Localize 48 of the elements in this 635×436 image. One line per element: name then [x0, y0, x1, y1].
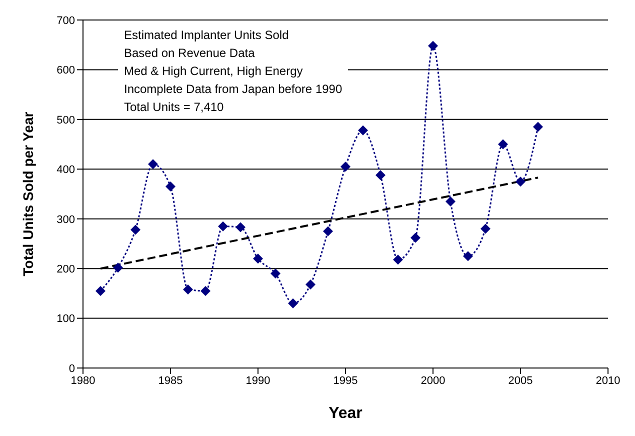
x-tick-label: 1995: [333, 374, 358, 387]
y-tick-label: 0: [68, 362, 75, 375]
y-axis-title: Total Units Sold per Year: [20, 111, 36, 276]
point: [428, 40, 438, 51]
point: [410, 232, 420, 243]
point: [148, 159, 158, 170]
y-tick-label: 600: [56, 64, 75, 77]
point: [183, 284, 193, 294]
x-tick-label: 1990: [246, 374, 270, 387]
x-tick-label: 2010: [596, 374, 620, 387]
point: [253, 254, 263, 264]
point: [130, 224, 140, 235]
point: [498, 139, 508, 150]
point: [166, 182, 176, 192]
point: [200, 286, 210, 296]
point: [446, 196, 456, 206]
y-tick-label: 400: [56, 164, 75, 176]
y-tick-label: 200: [56, 263, 75, 276]
annotation: Estimated Implanter Units Sold: [124, 27, 290, 44]
point: [113, 262, 123, 273]
annotation: Total Units = 7,410: [124, 99, 225, 116]
y-tick-label: 500: [56, 114, 75, 126]
y-tick-label: 700: [56, 14, 75, 27]
point: [393, 254, 403, 265]
annotation: Med & High Current, High Energy: [124, 63, 304, 80]
point: [270, 268, 280, 279]
point: [480, 224, 490, 234]
x-tick-label: 1985: [158, 374, 183, 387]
point: [218, 221, 228, 232]
point: [358, 125, 368, 136]
point: [516, 176, 526, 187]
y-tick-label: 100: [56, 313, 75, 326]
point: [236, 222, 246, 232]
point: [340, 162, 350, 172]
point: [96, 286, 106, 296]
annotation: Based on Revenue Data: [124, 45, 256, 62]
x-tick-label: 2005: [508, 374, 533, 387]
point: [306, 279, 316, 290]
point: [533, 122, 543, 132]
x-tick-label: 1980: [70, 374, 96, 387]
point: [288, 298, 298, 308]
x-axis-title: Year: [328, 405, 362, 422]
point: [376, 170, 386, 180]
y-tick-label: 300: [56, 214, 75, 226]
annotation: Incomplete Data from Japan before 1990: [124, 81, 342, 98]
point: [323, 226, 333, 236]
point: [463, 251, 473, 262]
x-tick-label: 2000: [420, 374, 446, 387]
